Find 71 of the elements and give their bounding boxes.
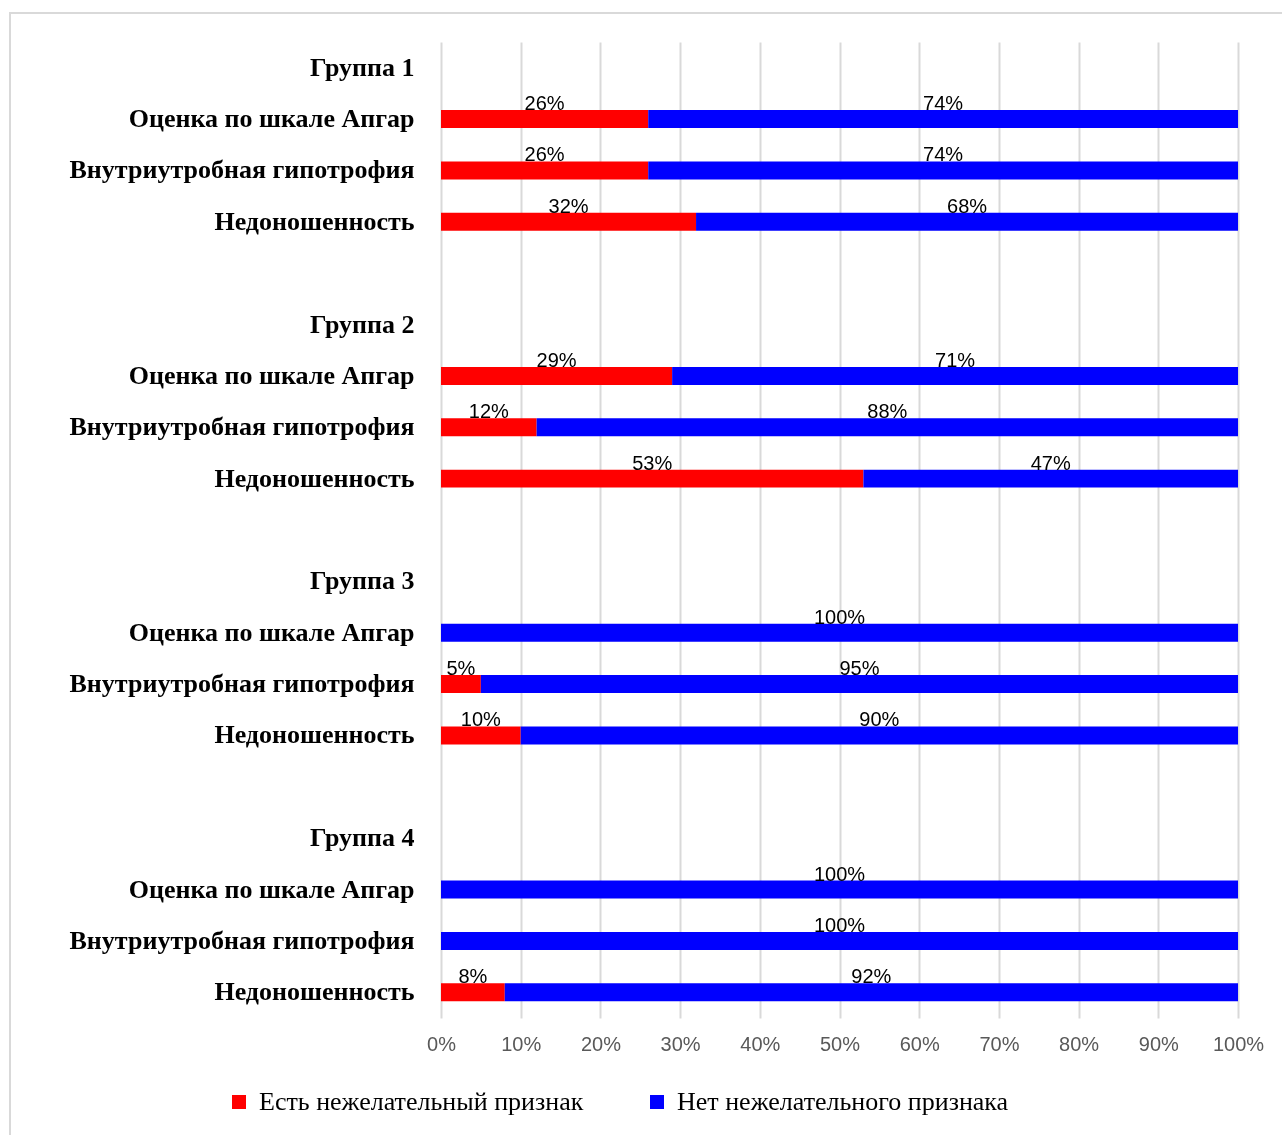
bar [441,469,864,488]
y-tick-label: Недоношенность [214,977,415,1007]
bar [441,418,537,437]
data-label: 71% [935,348,976,371]
y-tick-label: Оценка по шкале Апгар [128,874,415,904]
bar [441,110,649,129]
y-tick-label: Группа 1 [310,52,415,82]
data-label: 10% [460,708,502,731]
y-tick-label: Оценка по шкале Апгар [128,104,415,134]
data-label: 92% [851,965,892,988]
y-tick-label: Недоношенность [214,206,415,236]
x-tick-label: 70% [979,1032,1020,1055]
y-tick-label: Внутриутробная гипотрофия [69,155,415,185]
y-tick-label: Внутриутробная гипотрофия [69,925,415,955]
data-label: 32% [548,194,589,217]
bar [441,983,505,1002]
bar [648,110,1238,129]
data-label: 74% [923,92,964,115]
y-tick-label: Внутриутробная гипотрофия [69,669,415,699]
x-tick-label: 20% [580,1032,622,1055]
bar [536,418,1238,437]
bar [441,880,1238,899]
x-tick-label: 100% [1212,1032,1265,1055]
y-tick-label: Внутриутробная гипотрофия [69,412,415,442]
bar [520,726,1238,745]
bar [441,623,1238,642]
x-tick-label: 60% [899,1032,940,1055]
data-label: 74% [923,143,964,166]
data-label: 100% [813,862,866,885]
bar [648,161,1238,180]
data-label: 53% [632,451,673,474]
x-tick-label: 80% [1059,1032,1100,1055]
y-tick-label: Оценка по шкале Апгар [128,360,415,390]
data-label: 29% [536,348,577,371]
data-label: 12% [468,400,510,423]
data-label: 88% [867,400,908,423]
bar [672,366,1238,385]
data-label: 5% [446,657,476,680]
bar [441,726,521,745]
y-tick-label: Группа 4 [310,823,415,853]
data-label: 95% [839,657,880,680]
x-tick-label: 30% [660,1032,701,1055]
y-tick-label: Недоношенность [214,463,415,493]
x-tick-label: 0% [427,1032,457,1055]
data-label: 26% [524,92,565,115]
bar [441,366,673,385]
y-tick-label: Группа 2 [310,309,415,339]
legend-label: Нет нежелательного признака [677,1087,1009,1116]
data-label: 26% [524,143,565,166]
data-label: 90% [859,708,900,731]
bar [441,212,697,231]
bar [441,675,481,694]
y-tick-label: Оценка по шкале Апгар [128,617,415,647]
bar [441,931,1238,950]
bar [504,983,1238,1002]
y-tick-label: Группа 3 [310,566,415,596]
bar [696,212,1238,231]
y-tick-label: Недоношенность [214,720,415,750]
data-label: 100% [813,605,866,628]
data-label: 8% [458,965,488,988]
data-label: 68% [947,194,988,217]
x-tick-label: 90% [1138,1032,1180,1055]
bar [480,675,1238,694]
x-tick-label: 50% [819,1032,861,1055]
bar [863,469,1238,488]
data-label: 47% [1030,451,1071,474]
data-label: 100% [813,913,866,936]
legend-label: Есть нежелательный признак [259,1087,584,1116]
x-tick-label: 10% [501,1032,542,1055]
bar [441,161,649,180]
x-tick-label: 40% [740,1032,781,1055]
